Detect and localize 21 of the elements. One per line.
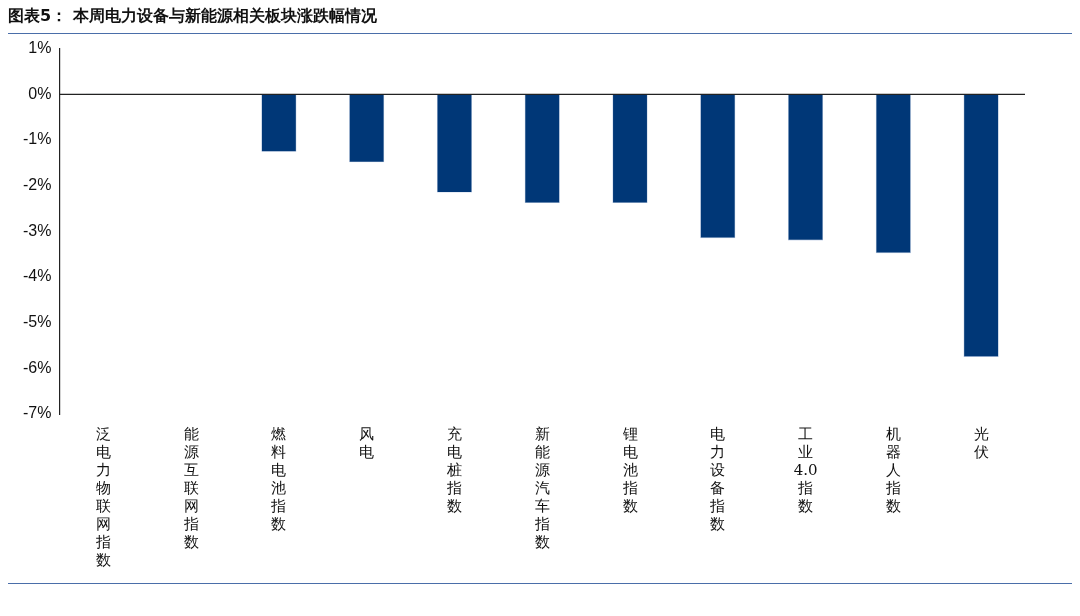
y-tick-label: 1% [28, 39, 52, 57]
x-tick-label: 燃料电池指数 [270, 424, 287, 533]
x-tick-label: 工业4.0指数 [793, 424, 818, 515]
x-tick-label: 泛电力物联网指数 [94, 424, 111, 569]
x-tick-label: 风电 [359, 424, 375, 461]
x-tick-label: 能源互联网指数 [182, 424, 199, 551]
y-tick-label: 0% [28, 84, 52, 102]
x-tick-label: 充电桩指数 [445, 424, 462, 515]
y-tick-label: -4% [23, 267, 52, 285]
x-tick-label: 新能源汽车指数 [533, 424, 550, 551]
y-tick-label: -2% [23, 176, 52, 194]
y-tick-label: -7% [23, 404, 52, 422]
x-tick-label: 机器人指数 [884, 424, 901, 515]
x-tick-label: 光伏 [973, 424, 989, 461]
x-tick-label: 锂电池指数 [621, 424, 638, 515]
chart-title: 图表5： 本周电力设备与新能源相关板块涨跌幅情况 [8, 6, 1072, 34]
y-tick-label: -3% [23, 221, 52, 239]
y-tick-label: -1% [23, 130, 52, 148]
y-tick-label: -5% [23, 313, 52, 331]
x-tick-label: 电力设备指数 [709, 424, 726, 533]
y-tick-label: -6% [23, 358, 52, 376]
